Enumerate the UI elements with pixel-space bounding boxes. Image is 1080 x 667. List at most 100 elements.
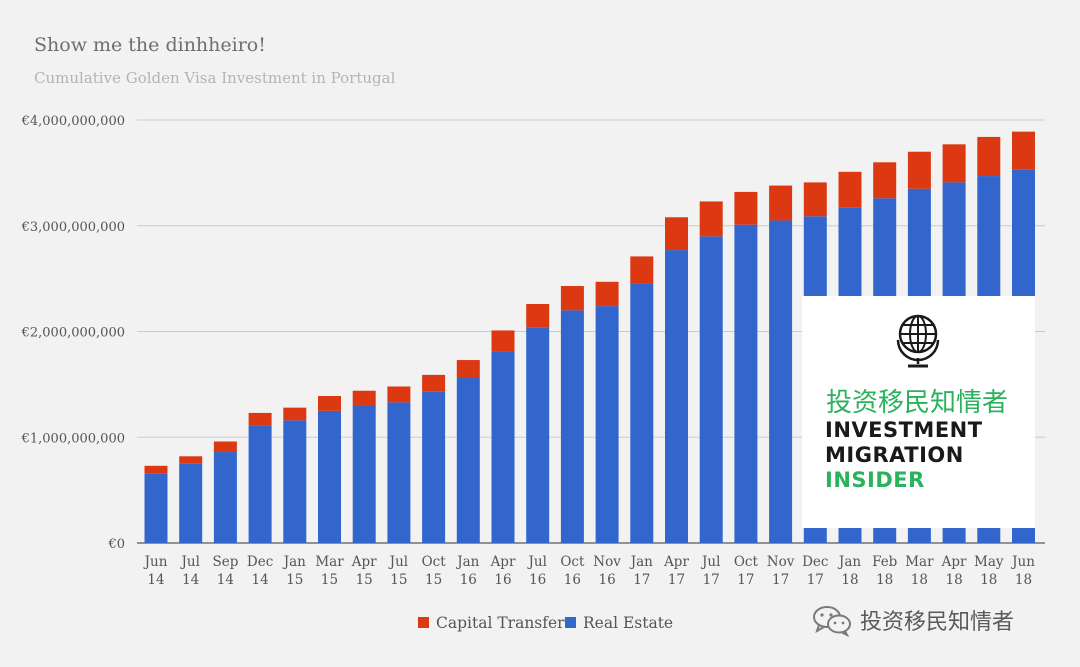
x-tick-label-year: 14 [147, 572, 164, 588]
x-tick-label-year: 18 [1015, 572, 1032, 588]
legend-label: Capital Transfer [436, 614, 565, 632]
bar-real-estate [769, 220, 793, 543]
x-tick-label-month: Apr [490, 554, 516, 570]
bar-real-estate [352, 405, 376, 543]
bar-capital-transfer [595, 281, 619, 307]
logo-text-migration: MIGRATION [825, 443, 964, 467]
x-tick-label-month: May [974, 554, 1004, 570]
x-tick-label-year: 18 [911, 572, 928, 588]
x-tick-label-year: 14 [182, 572, 199, 588]
bar-capital-transfer [699, 201, 723, 237]
x-tick-label-year: 17 [633, 572, 650, 588]
bar-real-estate [422, 391, 446, 543]
bar-real-estate [630, 283, 654, 543]
x-tick-label-month: Oct [422, 554, 447, 570]
y-tick-label: €3,000,000,000 [21, 220, 125, 235]
x-tick-label-month: Jan [629, 554, 653, 570]
legend-label: Real Estate [583, 614, 673, 632]
bar-capital-transfer [977, 136, 1001, 177]
x-tick-label-month: Apr [351, 554, 377, 570]
bar-real-estate [734, 224, 758, 543]
x-tick-label-month: Nov [593, 554, 621, 570]
bar-capital-transfer [1012, 131, 1035, 170]
x-tick-label-month: Jan [455, 554, 479, 570]
bar-real-estate [560, 310, 584, 543]
bar-real-estate [283, 420, 307, 543]
y-tick-label: €1,000,000,000 [21, 431, 125, 446]
x-tick-label-year: 18 [980, 572, 997, 588]
wechat-watermark: 投资移民知情者 [810, 603, 1014, 637]
bar-capital-transfer [803, 182, 827, 217]
x-tick-label-year: 14 [217, 572, 234, 588]
wechat-icon [813, 606, 851, 637]
bar-real-estate [248, 425, 272, 543]
bar-capital-transfer [526, 304, 550, 328]
x-tick-label-month: Jan [837, 554, 861, 570]
bar-real-estate [699, 236, 723, 543]
bar-capital-transfer [283, 407, 307, 421]
x-tick-label-month: Dec [247, 554, 273, 570]
y-tick-label: €4,000,000,000 [21, 114, 125, 129]
x-tick-label-month: Sep [212, 554, 238, 570]
globe-icon [896, 314, 940, 368]
x-tick-label-year: 16 [529, 572, 546, 588]
x-tick-label-year: 17 [737, 572, 754, 588]
bar-capital-transfer [422, 374, 446, 392]
legend-swatch [418, 617, 429, 628]
x-tick-label-year: 15 [356, 572, 373, 588]
x-tick-label-month: Jun [143, 554, 168, 570]
x-tick-label-year: 16 [599, 572, 616, 588]
x-tick-label-month: Jul [179, 554, 199, 570]
logo-text-investment: INVESTMENT [825, 418, 983, 442]
bar-capital-transfer [630, 256, 654, 284]
logo-chinese-text: 投资移民知情者 [826, 388, 1009, 418]
x-tick-label-month: Apr [663, 554, 689, 570]
x-tick-label-year: 17 [668, 572, 685, 588]
x-tick-label-month: Nov [767, 554, 795, 570]
bar-capital-transfer [248, 412, 272, 426]
bar-real-estate [491, 351, 515, 543]
x-tick-label-month: Oct [560, 554, 585, 570]
x-tick-label-month: Mar [905, 554, 934, 570]
x-tick-label-month: Oct [734, 554, 759, 570]
bar-capital-transfer [179, 456, 203, 464]
x-tick-label-year: 18 [841, 572, 858, 588]
chart-subtitle: Cumulative Golden Visa Investment in Por… [34, 69, 396, 87]
x-tick-label-year: 17 [807, 572, 824, 588]
bar-real-estate [144, 473, 168, 543]
bar-real-estate [318, 410, 341, 543]
x-tick-label-month: Jun [1010, 554, 1035, 570]
bar-capital-transfer [144, 465, 168, 474]
logo-text-insider: INSIDER [825, 468, 925, 492]
x-tick-label-month: Jul [526, 554, 546, 570]
y-tick-label: €2,000,000,000 [21, 326, 125, 341]
x-tick-label-year: 16 [460, 572, 477, 588]
bar-capital-transfer [769, 185, 793, 221]
bar-capital-transfer [665, 217, 688, 251]
x-tick-label-year: 17 [703, 572, 720, 588]
x-tick-label-year: 14 [252, 572, 269, 588]
x-tick-label-month: Jul [388, 554, 408, 570]
bar-real-estate [179, 463, 203, 543]
bar-capital-transfer [873, 162, 897, 199]
bar-real-estate [595, 306, 619, 543]
x-tick-label-month: Jan [282, 554, 306, 570]
bar-capital-transfer [318, 396, 341, 411]
bar-real-estate [526, 327, 550, 543]
bar-capital-transfer [838, 171, 862, 208]
bar-real-estate [665, 250, 688, 543]
bar-capital-transfer [560, 286, 584, 311]
x-tick-label-year: 18 [876, 572, 893, 588]
x-tick-label-month: Dec [802, 554, 828, 570]
wechat-watermark-text: 投资移民知情者 [860, 610, 1015, 635]
investment-migration-insider-logo: 投资移民知情者 INVESTMENT MIGRATION INSIDER [802, 296, 1035, 528]
bar-capital-transfer [907, 151, 931, 189]
bar-capital-transfer [352, 390, 376, 406]
bar-capital-transfer [942, 144, 966, 183]
x-tick-label-year: 15 [390, 572, 407, 588]
x-tick-label-month: Feb [872, 554, 897, 570]
x-tick-label-year: 15 [321, 572, 338, 588]
bar-capital-transfer [491, 330, 515, 352]
bar-real-estate [213, 452, 237, 543]
y-tick-label: €0 [107, 537, 125, 552]
